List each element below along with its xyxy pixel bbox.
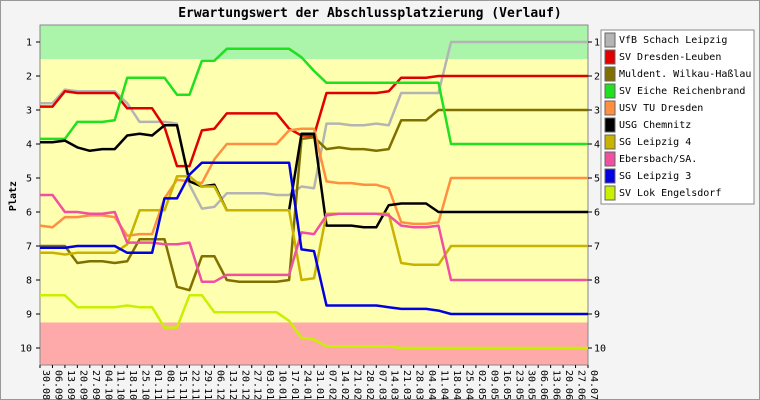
y-tick-label: 7 [26,242,32,253]
y-tick-label-right: 8 [594,276,600,287]
x-tick-label: 04.10 [102,370,113,400]
x-tick-label: 22.11 [189,370,200,400]
x-tick-label: 11.04 [439,370,450,400]
y-tick-label-right: 4 [594,140,600,151]
x-tick-label: 09.05 [488,370,499,400]
x-tick-label: 01.11 [152,370,163,400]
y-tick-label: 6 [26,208,32,219]
x-tick-label: 03.01 [264,370,275,400]
x-tick-label: 25.10 [140,370,151,400]
legend-swatch [604,83,616,99]
x-tick-label: 16.05 [501,370,512,400]
y-tick-label: 10 [20,344,32,355]
y-tick-label: 4 [26,140,32,151]
y-tick-label-right: 6 [594,208,600,219]
x-tick-label: 14.03 [389,370,400,400]
x-tick-label: 27.12 [252,370,263,400]
y-tick-label-right: 3 [594,106,600,117]
x-tick-label: 13.06 [551,370,562,400]
x-tick-label: 13.09 [65,370,76,400]
series-line [40,175,588,282]
x-tick-label: 13.12 [227,370,238,400]
x-tick-label: 24.01 [302,370,313,400]
y-tick-label-right: 10 [594,344,606,355]
x-tick-label: 29.11 [202,370,213,400]
x-tick-label: 11.10 [115,370,126,400]
series-line [40,47,588,146]
x-tick-label: 06.06 [538,370,549,400]
x-tick-label: 02.05 [476,370,487,400]
legend-swatch [604,117,616,133]
background-band [40,322,588,365]
legend-swatch [604,151,616,167]
legend-label: SG Leipzig 3 [619,171,691,182]
x-tick-label: 08.11 [165,370,176,400]
x-tick-label: 14.02 [339,370,350,400]
series-line [40,161,588,316]
y-tick-label: 2 [26,72,32,83]
chart-title: Erwartungswert der Abschlussplatzierung … [178,6,562,21]
legend-swatch [604,185,616,201]
x-tick-label: 21.03 [401,370,412,400]
x-tick-label: 20.12 [239,370,250,400]
x-tick-label: 06.09 [52,370,63,400]
y-tick-label: 3 [26,106,32,117]
legend-swatch [604,49,616,65]
x-tick-label: 04.04 [426,370,437,400]
x-tick-label: 30.05 [526,370,537,400]
x-tick-label: 04.07 [588,370,599,400]
y-tick-label: 8 [26,276,32,287]
y-tick-label: 9 [26,310,32,321]
legend-box [600,29,755,205]
x-tick-label: 23.05 [513,370,524,400]
legend-swatch [604,134,616,150]
x-tick-label: 30.08 [40,370,51,400]
y-tick-label-right: 9 [594,310,600,321]
x-tick-label: 06.12 [214,370,225,400]
legend-label: SV Lok Engelsdorf [619,188,721,199]
legend-swatch [604,66,616,82]
legend-label: USG Chemnitz [619,120,691,131]
legend-label: USV TU Dresden [619,103,703,114]
x-tick-label: 31.01 [314,370,325,400]
x-tick-label: 07.02 [326,370,337,400]
legend-swatch [604,100,616,116]
x-tick-label: 21.02 [351,370,362,400]
x-tick-label: 10.01 [277,370,288,400]
legend-label: SV Dresden-Leuben [619,52,721,63]
x-tick-label: 20.06 [563,370,574,400]
series-line [40,124,588,229]
x-tick-label: 18.04 [451,370,462,400]
y-tick-label-right: 7 [594,242,600,253]
series-line [40,294,588,350]
legend-label: VfB Schach Leipzig [619,35,727,46]
x-tick-label: 17.01 [289,370,300,400]
legend-label: SG Leipzig 4 [619,137,691,148]
legend-swatch [604,32,616,48]
x-tick-label: 27.09 [90,370,101,400]
x-tick-label: 28.02 [364,370,375,400]
y-tick-label-right: 1 [594,38,600,49]
y-axis-label: Platz [8,181,19,211]
legend-label: Muldent. Wilkau-Haßlau [619,69,751,80]
x-tick-label: 15.11 [177,370,188,400]
y-tick-label: 1 [26,38,32,49]
x-tick-label: 28.03 [414,370,425,400]
x-tick-label: 25.04 [463,370,474,400]
legend: VfB Schach Leipzig SV Dresden-Leuben Mulde… [600,29,755,205]
x-tick-label: 18.10 [127,370,138,400]
y-tick-label-right: 2 [594,72,600,83]
legend-label: Ebersbach/SA. [619,154,697,165]
y-tick-label-right: 5 [594,174,600,185]
legend-label: SV Eiche Reichenbrand [619,86,745,97]
x-tick-label: 20.09 [77,370,88,400]
x-tick-label: 27.06 [576,370,587,400]
x-tick-label: 07.03 [376,370,387,400]
y-tick-label: 5 [26,174,32,185]
series-line [40,193,588,283]
legend-swatch [604,168,616,184]
